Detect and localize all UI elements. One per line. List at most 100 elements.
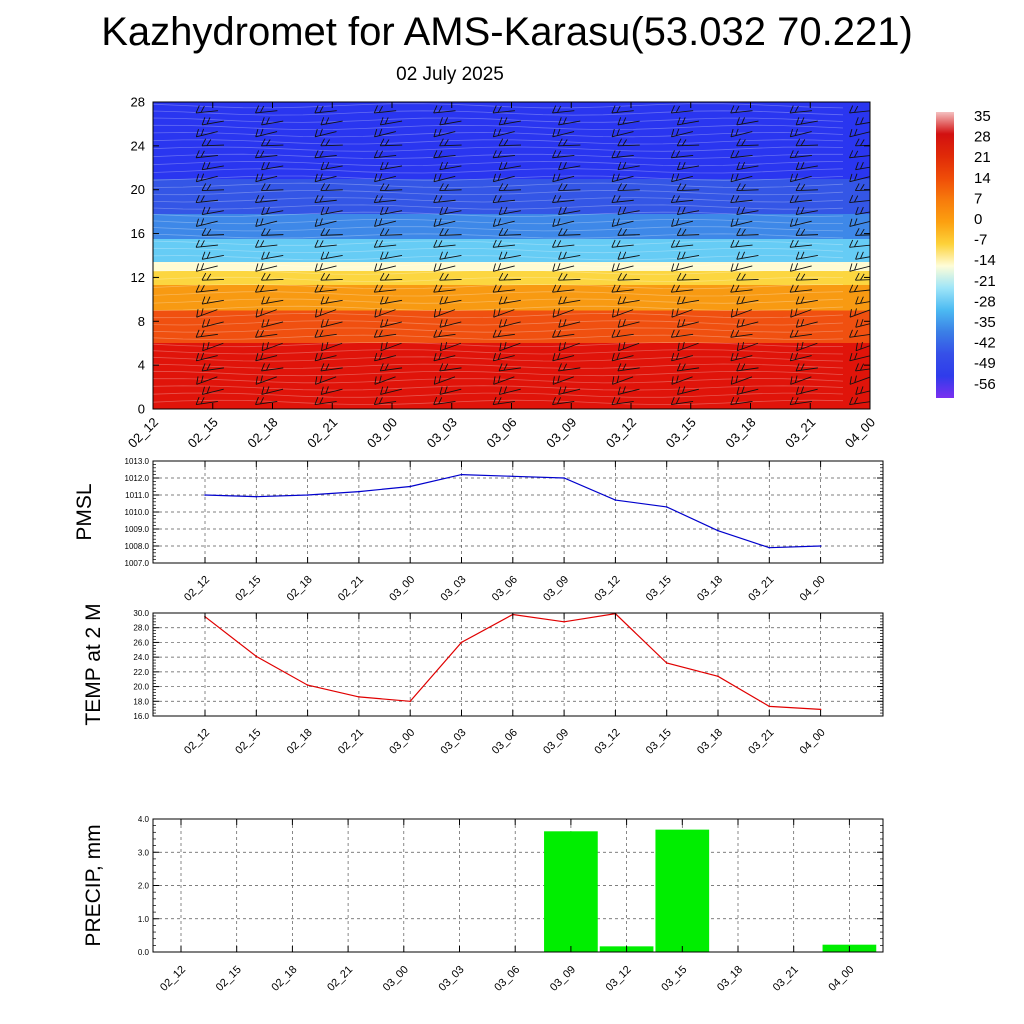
contour-line [153, 349, 844, 355]
wind-barb [373, 194, 397, 203]
wind-barb [618, 341, 640, 352]
wind-barb [321, 341, 343, 352]
contour-line [153, 182, 844, 188]
wind-barb [379, 138, 403, 147]
wind-barb [552, 396, 575, 405]
wind-barb [552, 329, 575, 338]
y-tick-label: 4.0 [138, 815, 150, 824]
wind-barb [314, 150, 337, 159]
wind-barb [498, 386, 521, 395]
y-axis-label: PRECIP, mm [82, 824, 105, 946]
wind-barb [789, 194, 812, 203]
wind-barb [671, 218, 693, 227]
x-tick-label: 03_06 [490, 574, 520, 604]
colorbar-label: 7 [974, 190, 982, 207]
x-tick-label: 03_18 [695, 727, 725, 757]
wind-barb [849, 194, 870, 203]
wind-barb [379, 272, 403, 281]
wind-barb [849, 263, 870, 272]
wind-barb [914, 293, 937, 304]
wind-barb [379, 117, 403, 126]
y-tick-label: 16 [131, 226, 145, 241]
colorbar-label: -49 [974, 355, 996, 372]
wind-barb [255, 263, 278, 272]
wind-barb [492, 396, 515, 405]
temp-panel: 16.0 18.0 20.0 22.0 24.0 26.0 28.0 30.0 02_12 02_… [82, 603, 884, 757]
colorbar-label: -56 [974, 376, 996, 393]
y-tick-label: 24 [131, 138, 145, 153]
contour-line [153, 153, 843, 159]
wind-barb [736, 386, 759, 395]
y-tick-label: 1010.0 [125, 508, 150, 517]
wind-barb [676, 161, 700, 171]
wind-barb [558, 386, 581, 395]
wind-barb [730, 150, 753, 159]
colorbar: 35 28 21 14 7 0 -7 -14 -21 -28 -35 -42 -49 -56 [936, 108, 996, 398]
wind-barb [552, 239, 575, 248]
wind-barb [373, 329, 397, 338]
wind-barb [849, 218, 870, 227]
wind-barb [261, 251, 284, 260]
colorbar-label: -14 [974, 252, 996, 269]
wind-barb [315, 375, 337, 385]
wind-barb [736, 319, 759, 328]
wind-barb [558, 161, 581, 171]
wind-barb [498, 138, 522, 147]
data-point [563, 621, 565, 623]
wind-barb [261, 183, 284, 192]
wind-barb [855, 363, 870, 372]
wind-barb [552, 194, 575, 203]
contour-line [153, 320, 844, 326]
wind-barb [433, 218, 456, 227]
wind-barb [439, 386, 462, 395]
wind-barb [908, 395, 931, 405]
wind-barb [201, 363, 224, 372]
x-tick-label: 03_09 [541, 727, 571, 757]
data-point [460, 641, 463, 644]
wind-barb [195, 284, 218, 293]
data-point [768, 705, 771, 708]
colorbar-label: -35 [974, 314, 996, 331]
wind-barbs [195, 105, 937, 405]
wind-barb [498, 319, 521, 328]
wind-barb [908, 327, 931, 337]
panel-frame [152, 612, 884, 717]
wind-barb [195, 194, 218, 203]
wind-barb [730, 352, 753, 362]
wind-barb [611, 128, 634, 138]
data-point [306, 684, 309, 686]
wind-barb [195, 239, 218, 248]
wind-barb [913, 337, 936, 351]
wind-barb [914, 204, 937, 215]
wind-barb [795, 272, 819, 281]
wind-barb [611, 352, 634, 362]
wind-barb [617, 161, 640, 171]
wind-barb [320, 272, 343, 281]
wind-barb [320, 228, 343, 236]
wind-barb [255, 194, 278, 203]
y-tick-label: 1011.0 [125, 491, 149, 500]
wind-barb [789, 239, 812, 248]
wind-barb [611, 284, 634, 293]
wind-barb [439, 117, 462, 126]
wind-barb [736, 363, 759, 372]
y-tick-label: 1009.0 [125, 525, 150, 534]
wind-barb [439, 161, 462, 171]
wind-barb [261, 296, 284, 305]
y-axis-label: PMSL [73, 483, 96, 540]
wind-barb [261, 228, 284, 236]
wind-barb [201, 138, 225, 147]
contour-line [153, 305, 844, 311]
wind-barb [498, 183, 522, 192]
x-tick-label: 03_21 [746, 727, 776, 757]
wind-barb [195, 128, 218, 138]
wind-barb [671, 128, 693, 138]
wind-barb [558, 251, 581, 260]
y-tick-label: 20 [131, 182, 145, 197]
wind-barb [492, 352, 515, 362]
contour-line [153, 363, 844, 369]
wind-barb [492, 194, 515, 203]
x-tick-label: 03_12 [603, 415, 639, 451]
data-point [563, 477, 565, 479]
